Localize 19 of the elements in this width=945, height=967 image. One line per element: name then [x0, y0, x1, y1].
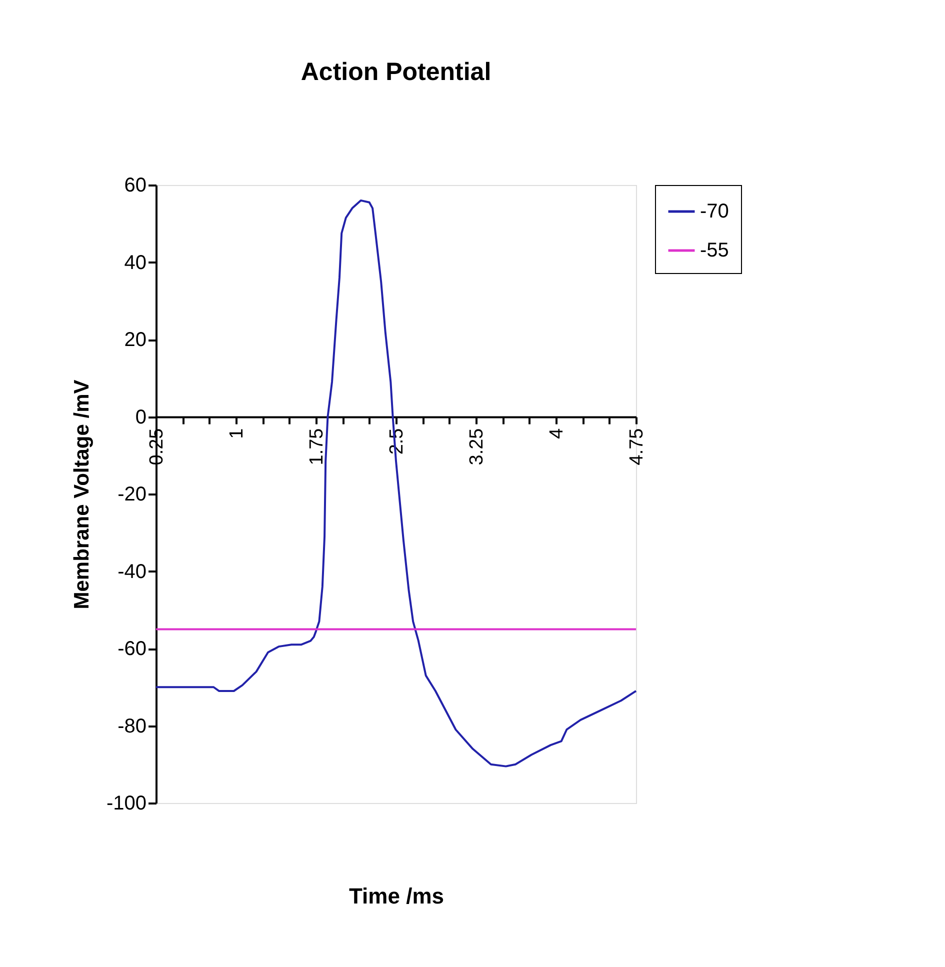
x-tick-label: 4.75 [626, 428, 648, 466]
y-tick-label: -20 [118, 484, 146, 506]
y-tick-label: 60 [124, 174, 146, 196]
legend-label: -55 [700, 240, 729, 262]
y-tick-label: -60 [118, 638, 146, 660]
y-tick-label: 0 [135, 406, 146, 428]
y-tick-label: -80 [118, 715, 146, 738]
chart-title: Action Potential [300, 58, 492, 86]
y-tick-label: 20 [124, 329, 146, 351]
legend-label: -70 [700, 200, 729, 222]
x-axis-title: Time /ms [349, 883, 444, 908]
y-tick-label: 40 [124, 252, 146, 274]
x-tick-label: 4 [546, 428, 568, 439]
y-axis-title: Membrane Voltage /mV [70, 380, 94, 610]
y-tick-label: -40 [118, 560, 146, 583]
x-tick-label: 3.25 [466, 428, 488, 466]
x-tick-label: 1.75 [306, 428, 328, 466]
y-tick-label: -100 [106, 792, 146, 814]
x-tick-label: 1 [226, 428, 248, 439]
